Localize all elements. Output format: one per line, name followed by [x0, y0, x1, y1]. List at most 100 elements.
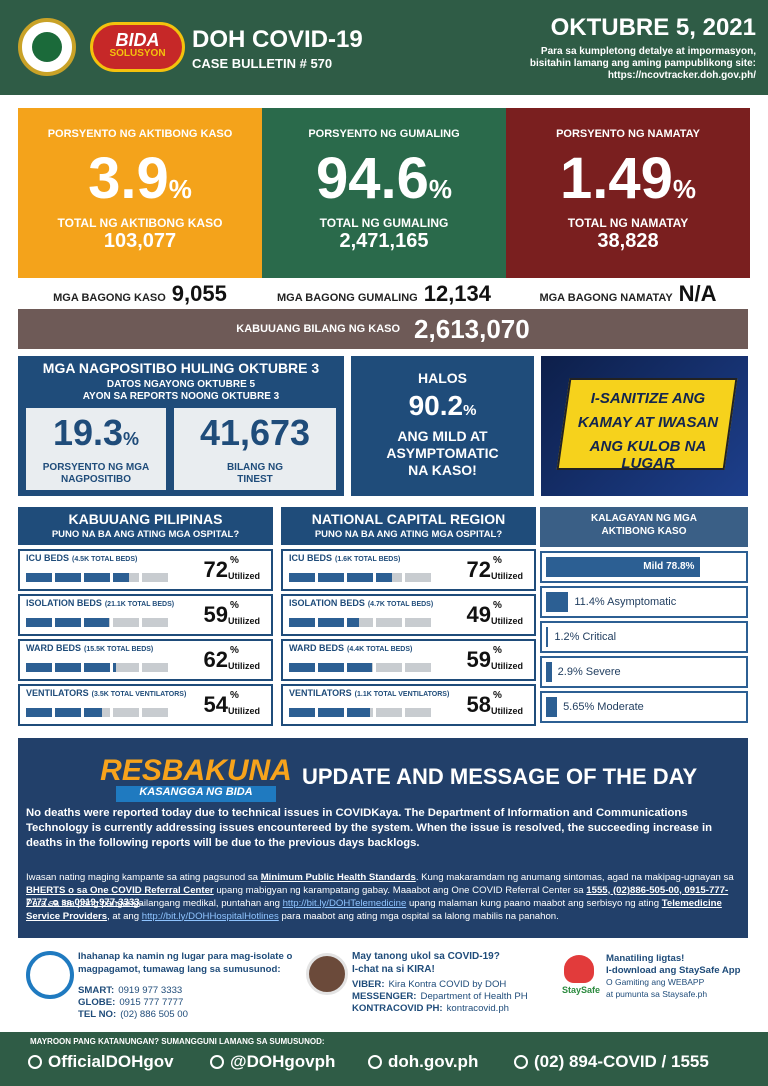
capacity-segment [84, 618, 110, 627]
rate-unit: % [428, 174, 452, 204]
capacity-segment [84, 573, 110, 582]
footer-icon [514, 1055, 528, 1069]
capacity-fill [318, 618, 344, 627]
capacity-name: WARD BEDS [289, 643, 345, 653]
staysafe-logo: StaySafe [561, 985, 601, 995]
hotline: TEL NO: (02) 886 505 00 [78, 1009, 293, 1020]
capacity-segment [376, 708, 402, 717]
text-run: . Kung makaramdam ng anumang sintomas, a… [415, 872, 734, 883]
capacity-fill [289, 708, 315, 717]
capacity-row: ISOLATION BEDS (4.7K TOTAL BEDS) 49% Utiliz… [281, 594, 536, 636]
hospital-title: NATIONAL CAPITAL REGION [311, 511, 506, 527]
text-run: BHERTS o sa One COVID Referral Center [26, 884, 214, 896]
capacity-fill [318, 708, 344, 717]
capacity-fill [289, 618, 315, 627]
capacity-row: ISOLATION BEDS (21.1K TOTAL BEDS) 59% Utili… [18, 594, 273, 636]
capacity-row: WARD BEDS (4.4K TOTAL BEDS) 59% Utilized [281, 639, 536, 681]
capacity-segment [318, 573, 344, 582]
capacity-segment [347, 573, 373, 582]
mild-text: NA KASO! [408, 462, 477, 478]
new-value: N/A [678, 281, 717, 306]
utilization-unit: % [493, 600, 502, 611]
total-label: TOTAL NG AKTIBONG KASO [57, 216, 223, 230]
status-item: 2.9% Severe [540, 656, 748, 688]
capacity-row: ICU BEDS (1.6K TOTAL BEDS) 72% Utilized [281, 549, 536, 591]
capacity-segment [318, 618, 344, 627]
staysafe-heart [564, 955, 594, 983]
mild-text: ASYMPTOMATIC [386, 445, 499, 461]
text-run: , at ang [107, 910, 142, 922]
capacity-segment [142, 708, 168, 717]
seal [18, 18, 76, 76]
capacity-segment [26, 663, 52, 672]
bida-logo-text: BIDA [115, 30, 160, 50]
capacity-fill [376, 573, 392, 582]
rate-value: 94.6% [262, 144, 506, 224]
capacity-segment [55, 663, 81, 672]
rate-card: PORSYENTO NG AKTIBONG KASO 3.9% TOTAL NG A… [18, 108, 262, 278]
total-value: 2,471,165 [339, 230, 429, 252]
new-value: 12,134 [423, 281, 492, 306]
capacity-segment [55, 618, 81, 627]
link: http://bit.ly/DOHTelemedicine [282, 898, 407, 909]
hotline-number: 0919 977 3333 [118, 985, 183, 996]
utilization-value: 72 [466, 557, 491, 582]
kira-contact: May tanong ukol sa COVID-19? I-chat na si… [300, 945, 550, 1030]
kira-line: KONTRACOVID PH: kontracovid.ph [352, 1003, 552, 1014]
utilization-label: Utilized [491, 616, 524, 626]
capacity-row: ICU BEDS (4.5K TOTAL BEDS) 72% Utilized [18, 549, 273, 591]
utilization-label: Utilized [491, 706, 524, 716]
hospital-subtitle: PUNO NA BA ANG ATING MGA OSPITAL? [51, 529, 240, 540]
capacity-segment [289, 708, 315, 717]
status-title: KALAGAYAN NG MGA [591, 513, 697, 524]
new-count: MGA BAGONG KASO 9,055 [18, 281, 262, 307]
capacity-total: (1.6K TOTAL BEDS) [335, 556, 401, 563]
capacity-segment [405, 663, 431, 672]
doh-seal [26, 951, 74, 999]
status-bar [546, 627, 549, 647]
capacity-row: VENTILATORS (1.1K TOTAL VENTILATORS) 58% Ut… [281, 684, 536, 726]
update-title: UPDATE AND MESSAGE OF THE DAY [302, 764, 698, 789]
capacity-segment [55, 573, 81, 582]
utilization-unit: % [230, 555, 239, 566]
capacity-segment [26, 573, 52, 582]
utilization-label: Utilized [228, 616, 261, 626]
capacity-segment [84, 663, 110, 672]
update-paragraph: Iwasan nating maging kampante sa ating p… [26, 872, 740, 910]
new-label: MGA BAGONG GUMALING [276, 292, 418, 304]
capacity-segment [405, 618, 431, 627]
seal-inner [32, 32, 62, 62]
isolate-text: Ihahanap ka namin ng lugar para mag-isol… [78, 951, 293, 962]
rate-number: 3.9 [88, 146, 169, 211]
mild-value: 90.2% [351, 390, 534, 422]
capacity-total: (3.5K TOTAL VENTILATORS) [91, 691, 187, 698]
utilization-value: 54 [203, 692, 228, 717]
utilization-label: Utilized [228, 571, 261, 581]
hotline: SMART: 0919 977 3333 [78, 985, 293, 996]
positivity-box: 19.3% PORSYENTO NG MGA NAGPOSITIBO [26, 408, 166, 490]
positivity-subtitle: AYON SA REPORTS NOONG OKTUBRE 3 [82, 391, 280, 402]
capacity-segment [376, 663, 402, 672]
positivity-title: MGA NAGPOSITIBO HULING OKTUBRE 3 [42, 360, 320, 376]
mild-lead: HALOS [418, 370, 467, 386]
rate-number: 19.3 [52, 412, 124, 453]
tests-box: 41,673 BILANG NG TINEST [174, 408, 336, 490]
capacity-label: VENTILATORS (1.1K TOTAL VENTILATORS) [289, 688, 479, 698]
positivity-panel: MGA NAGPOSITIBO HULING OKTUBRE 3 DATOS NG… [18, 356, 344, 496]
capacity-fill [318, 573, 344, 582]
text-run: para maabot ang ating mga ospital sa lal… [278, 910, 559, 922]
capacity-name: ICU BEDS [289, 553, 333, 563]
status-item: 1.2% Critical [540, 621, 748, 653]
capacity-total: (4.5K TOTAL BEDS) [72, 556, 138, 563]
capacity-segment [289, 663, 315, 672]
banner-text: ANG KULOB NA LUGAR [589, 438, 707, 472]
footer-note: MAYROON PANG KATANUNGAN? SUMANGGUNI LAMA… [30, 1037, 325, 1046]
status-bar [546, 557, 701, 577]
total-label: TOTAL NG NAMATAY [567, 216, 689, 230]
capacity-label: ISOLATION BEDS (21.1K TOTAL BEDS) [26, 598, 216, 608]
kira-label: MESSENGER: [352, 991, 417, 1002]
staysafe-line: at pumunta sa Staysafe.ph [606, 989, 708, 999]
utilization-value: 62 [203, 647, 228, 672]
kira-label: KONTRACOVID PH: [352, 1003, 443, 1014]
capacity-total: (4.7K TOTAL BEDS) [367, 601, 434, 608]
